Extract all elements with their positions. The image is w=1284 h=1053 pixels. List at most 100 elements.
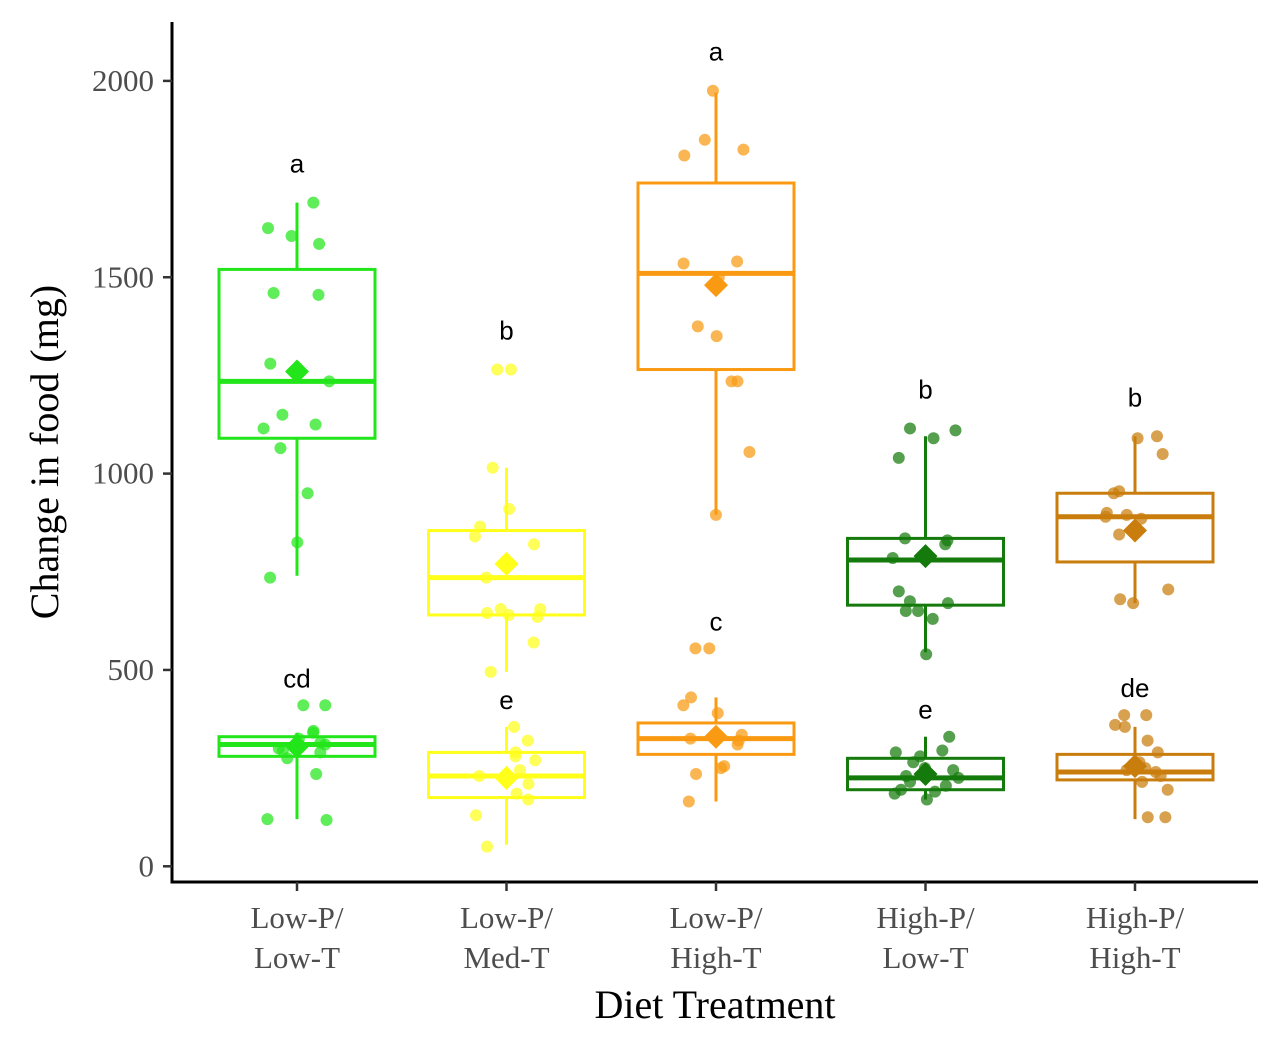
data-point	[920, 648, 933, 661]
data-point	[484, 665, 497, 678]
data-point	[1136, 775, 1149, 788]
data-point	[480, 607, 493, 620]
data-point	[941, 597, 954, 610]
data-point	[952, 771, 965, 784]
y-tick-label: 1500	[92, 259, 154, 294]
data-point	[710, 330, 723, 343]
data-point	[522, 777, 535, 790]
mean-diamond	[704, 273, 728, 298]
data-point	[473, 769, 486, 782]
mean-diamond	[1123, 518, 1147, 543]
data-point	[889, 746, 902, 759]
data-point	[892, 585, 905, 598]
y-axis-title: Change in food (mg)	[22, 285, 67, 619]
data-point	[929, 785, 942, 798]
data-point	[1151, 746, 1164, 759]
data-point	[1141, 734, 1154, 747]
data-point	[486, 461, 499, 474]
box-upper-5: b	[1055, 382, 1215, 610]
box-rect	[217, 267, 377, 440]
data-point	[690, 768, 703, 781]
data-point	[1156, 447, 1169, 460]
data-point	[320, 813, 333, 826]
mean-diamond	[285, 359, 309, 384]
mean-diamond	[913, 762, 938, 787]
data-point	[531, 610, 544, 623]
data-point	[899, 532, 912, 545]
data-point	[892, 451, 905, 464]
mean-diamond	[494, 551, 519, 576]
data-point	[743, 446, 756, 458]
x-tick-label: Low-P/	[460, 900, 553, 935]
data-point	[711, 707, 724, 720]
y-tick-label: 0	[139, 848, 155, 883]
data-point	[703, 642, 716, 655]
data-point	[715, 762, 728, 775]
data-point	[1161, 783, 1174, 796]
data-point	[313, 237, 326, 250]
data-point	[264, 357, 277, 370]
data-point	[491, 363, 504, 376]
data-point	[1154, 769, 1167, 782]
significance-letter: e	[499, 685, 513, 715]
data-point	[685, 691, 698, 704]
data-point	[677, 257, 690, 270]
data-point	[949, 424, 962, 437]
box-rect	[1055, 491, 1215, 564]
data-point	[1120, 508, 1133, 521]
x-tick-label: High-P/	[1086, 900, 1185, 935]
data-point	[468, 530, 481, 543]
x-tick-label: Low-P/	[670, 900, 763, 935]
data-point	[274, 442, 287, 455]
data-point	[285, 230, 298, 243]
data-point	[310, 768, 323, 781]
data-point	[709, 508, 722, 521]
x-tick-label: High-P/	[876, 900, 975, 935]
x-tick-label: Med-T	[463, 940, 549, 975]
data-point	[267, 286, 280, 299]
data-point	[1099, 510, 1112, 523]
data-point	[888, 787, 901, 800]
significance-letter: cd	[283, 663, 310, 693]
data-point	[262, 222, 275, 235]
box-rect	[846, 536, 1005, 607]
data-point	[504, 363, 517, 376]
data-point	[513, 764, 526, 777]
data-point	[731, 738, 744, 751]
data-point	[470, 809, 483, 822]
significance-letter: a	[290, 149, 305, 179]
data-point	[276, 408, 289, 421]
data-point	[480, 840, 493, 853]
mean-diamond	[285, 734, 309, 759]
box-lower-3: c	[636, 606, 796, 808]
box-upper-3: a	[636, 37, 796, 521]
data-point	[943, 730, 956, 743]
box-upper-4: b	[846, 374, 1005, 661]
mean-diamond	[1123, 754, 1147, 779]
significance-letter: b	[918, 374, 932, 404]
data-point	[1113, 528, 1126, 541]
box-upper-2: b	[427, 316, 586, 678]
data-point	[939, 779, 952, 792]
y-tick-label: 2000	[92, 63, 154, 98]
data-point	[691, 320, 704, 333]
data-point	[689, 642, 702, 655]
data-point	[684, 732, 697, 745]
data-point	[1107, 487, 1120, 500]
data-point	[522, 793, 535, 806]
data-point	[731, 255, 744, 268]
data-point	[904, 775, 917, 788]
significance-letter: e	[918, 695, 932, 725]
data-point	[307, 196, 320, 209]
data-point	[1141, 811, 1154, 824]
data-point	[529, 754, 542, 767]
data-point	[912, 605, 925, 618]
data-point	[503, 502, 516, 515]
data-point	[1118, 709, 1131, 722]
data-point	[904, 422, 917, 435]
x-tick-label: Low-T	[882, 940, 968, 975]
y-tick-label: 1000	[92, 456, 154, 491]
plot-area: a b a b b cd e c e de	[217, 37, 1215, 853]
data-point	[706, 84, 719, 97]
